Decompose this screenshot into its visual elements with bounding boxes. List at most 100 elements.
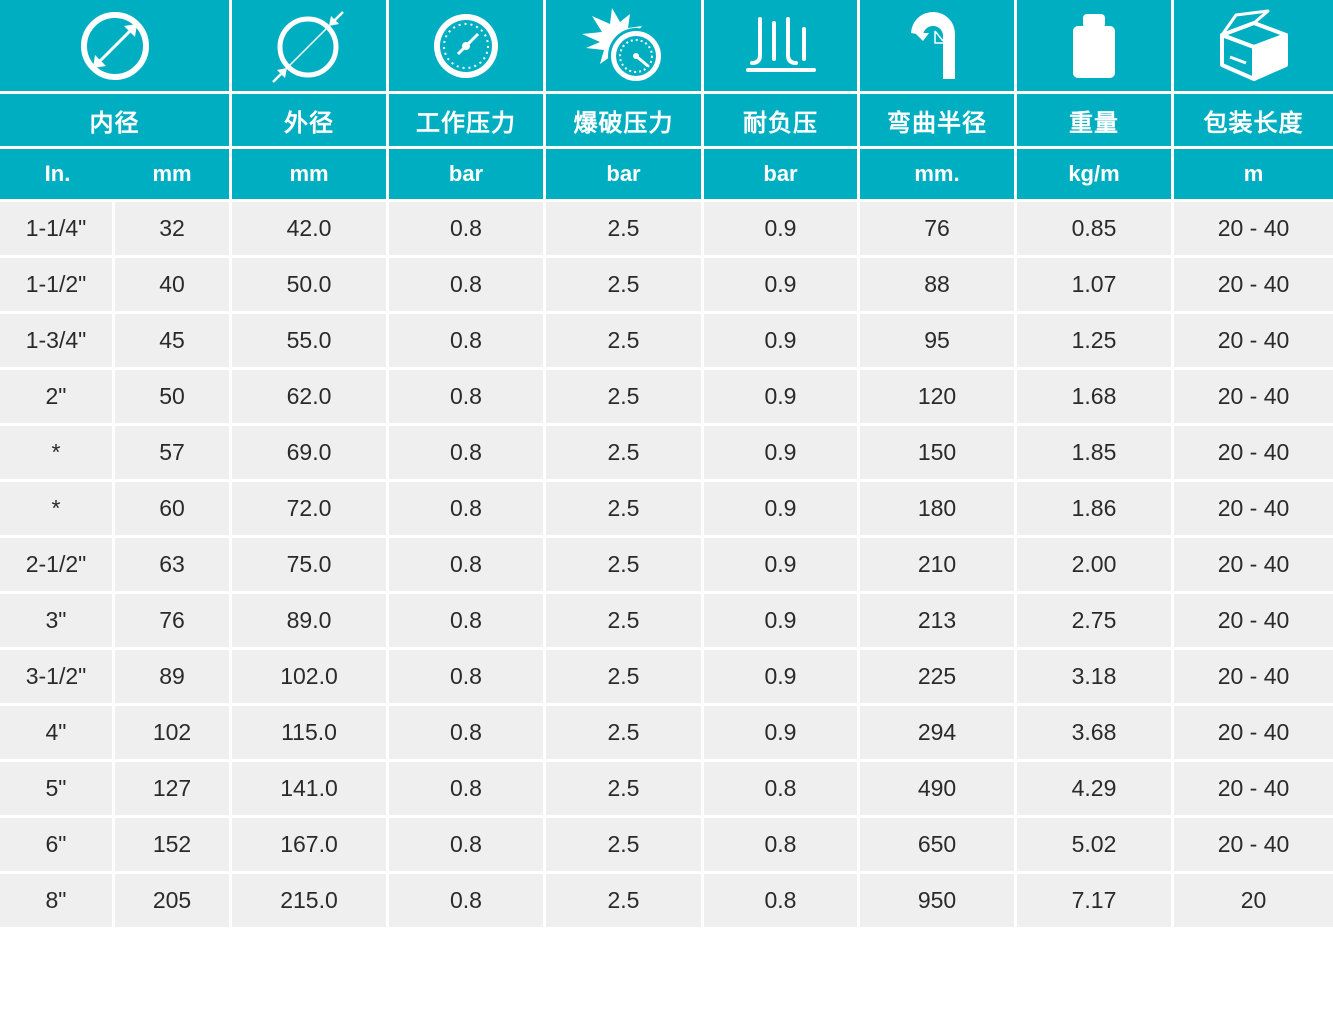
package-length-cell: 20 - 40 — [1174, 818, 1333, 874]
working-pressure-cell: 0.8 — [389, 314, 546, 370]
package-length-cell: 20 - 40 — [1174, 258, 1333, 314]
vacuum-cell: 0.9 — [704, 258, 860, 314]
weight-cell: 3.68 — [1017, 706, 1174, 762]
table-row: * 57 69.0 0.8 2.5 0.9 150 1.85 20 - 40 — [0, 426, 1333, 482]
outer-mm-cell: 115.0 — [232, 706, 389, 762]
weight-cell: 3.18 — [1017, 650, 1174, 706]
working-pressure-cell: 0.8 — [389, 258, 546, 314]
package-length-cell: 20 - 40 — [1174, 482, 1333, 538]
package-length-cell: 20 - 40 — [1174, 594, 1333, 650]
weight-cell: 1.25 — [1017, 314, 1174, 370]
inch-cell: 6" — [0, 818, 115, 874]
title-header-row: 内径 外径 工作压力 爆破压力 耐负压 弯曲半径 重量 包装长度 — [0, 94, 1333, 149]
package-box-icon-cell — [1174, 0, 1333, 94]
working-pressure-cell: 0.8 — [389, 762, 546, 818]
table-row: 2-1/2" 63 75.0 0.8 2.5 0.9 210 2.00 20 - 40 — [0, 538, 1333, 594]
outer-mm-unit: mm — [232, 149, 389, 199]
bend-radius-cell: 95 — [860, 314, 1017, 370]
burst-pressure-cell: 2.5 — [546, 706, 704, 762]
vacuum-icon — [745, 16, 816, 72]
table-row: 1-1/2" 40 50.0 0.8 2.5 0.9 88 1.07 20 - 40 — [0, 258, 1333, 314]
bend-radius-icon-cell — [860, 0, 1017, 94]
vacuum-unit: bar — [704, 149, 860, 199]
vacuum-cell: 0.9 — [704, 594, 860, 650]
bend-radius-cell: 180 — [860, 482, 1017, 538]
table-row: 3-1/2" 89 102.0 0.8 2.5 0.9 225 3.18 20 - 40 — [0, 650, 1333, 706]
weight-cell: 1.07 — [1017, 258, 1174, 314]
bend-radius-cell: 210 — [860, 538, 1017, 594]
table-row: 8" 205 215.0 0.8 2.5 0.8 950 7.17 20 — [0, 874, 1333, 930]
working-pressure-cell: 0.8 — [389, 874, 546, 930]
package-length-cell: 20 - 40 — [1174, 538, 1333, 594]
icon-header-row — [0, 0, 1333, 94]
outer-mm-cell: 69.0 — [232, 426, 389, 482]
inch-cell: 2-1/2" — [0, 538, 115, 594]
weight-cell: 2.75 — [1017, 594, 1174, 650]
inch-cell: * — [0, 426, 115, 482]
table-row: 6" 152 167.0 0.8 2.5 0.8 650 5.02 20 - 40 — [0, 818, 1333, 874]
vacuum-cell: 0.9 — [704, 426, 860, 482]
bend-radius-cell: 650 — [860, 818, 1017, 874]
weight-cell: 0.85 — [1017, 199, 1174, 258]
vacuum-title: 耐负压 — [704, 94, 860, 149]
inch-cell: 8" — [0, 874, 115, 930]
working-pressure-cell: 0.8 — [389, 650, 546, 706]
package-length-cell: 20 - 40 — [1174, 706, 1333, 762]
bend-radius-cell: 225 — [860, 650, 1017, 706]
vacuum-cell: 0.8 — [704, 762, 860, 818]
working-pressure-title: 工作压力 — [389, 94, 546, 149]
table-row: 4" 102 115.0 0.8 2.5 0.9 294 3.68 20 - 40 — [0, 706, 1333, 762]
package-length-cell: 20 — [1174, 874, 1333, 930]
table-row: 1-3/4" 45 55.0 0.8 2.5 0.9 95 1.25 20 - 40 — [0, 314, 1333, 370]
weight-icon-cell — [1017, 0, 1174, 94]
burst-pressure-cell: 2.5 — [546, 650, 704, 706]
inch-cell: 5" — [0, 762, 115, 818]
outer-diameter-icon-cell — [232, 0, 389, 94]
burst-pressure-cell: 2.5 — [546, 538, 704, 594]
weight-cell: 1.85 — [1017, 426, 1174, 482]
bend-radius-cell: 213 — [860, 594, 1017, 650]
inch-cell: 3" — [0, 594, 115, 650]
working-pressure-cell: 0.8 — [389, 538, 546, 594]
vacuum-icon-cell — [704, 0, 860, 94]
outer-mm-cell: 141.0 — [232, 762, 389, 818]
bend-radius-icon — [909, 11, 956, 79]
working-pressure-cell: 0.8 — [389, 482, 546, 538]
inch-cell: 4" — [0, 706, 115, 762]
burst-pressure-cell: 2.5 — [546, 762, 704, 818]
inner-mm-cell: 40 — [115, 258, 232, 314]
package-length-cell: 20 - 40 — [1174, 314, 1333, 370]
burst-pressure-cell: 2.5 — [546, 370, 704, 426]
vacuum-cell: 0.9 — [704, 650, 860, 706]
working-pressure-cell: 0.8 — [389, 594, 546, 650]
outer-mm-cell: 42.0 — [232, 199, 389, 258]
weight-unit: kg/m — [1017, 149, 1174, 199]
burst-pressure-unit: bar — [546, 149, 704, 199]
package-box-icon — [1219, 9, 1288, 81]
package-length-cell: 20 - 40 — [1174, 199, 1333, 258]
weight-cell: 1.86 — [1017, 482, 1174, 538]
pressure-gauge-icon-cell — [389, 0, 546, 94]
vacuum-cell: 0.9 — [704, 370, 860, 426]
inner-mm-cell: 32 — [115, 199, 232, 258]
inch-cell: 2" — [0, 370, 115, 426]
unit-header-row: In. mm mm bar bar bar mm. kg/m m — [0, 149, 1333, 199]
table-row: 3" 76 89.0 0.8 2.5 0.9 213 2.75 20 - 40 — [0, 594, 1333, 650]
inner-mm-cell: 89 — [115, 650, 232, 706]
inner-diameter-icon-cell — [0, 0, 232, 94]
inner-mm-cell: 63 — [115, 538, 232, 594]
inner-mm-cell: 102 — [115, 706, 232, 762]
burst-pressure-cell: 2.5 — [546, 482, 704, 538]
package-length-cell: 20 - 40 — [1174, 650, 1333, 706]
weight-icon — [1073, 13, 1115, 78]
outer-mm-cell: 89.0 — [232, 594, 389, 650]
working-pressure-cell: 0.8 — [389, 818, 546, 874]
burst-gauge-icon-cell — [546, 0, 704, 94]
bend-radius-title: 弯曲半径 — [860, 94, 1017, 149]
working-pressure-unit: bar — [389, 149, 546, 199]
outer-mm-cell: 72.0 — [232, 482, 389, 538]
working-pressure-cell: 0.8 — [389, 199, 546, 258]
inner-mm-cell: 50 — [115, 370, 232, 426]
outer-mm-cell: 55.0 — [232, 314, 389, 370]
bend-radius-cell: 120 — [860, 370, 1017, 426]
